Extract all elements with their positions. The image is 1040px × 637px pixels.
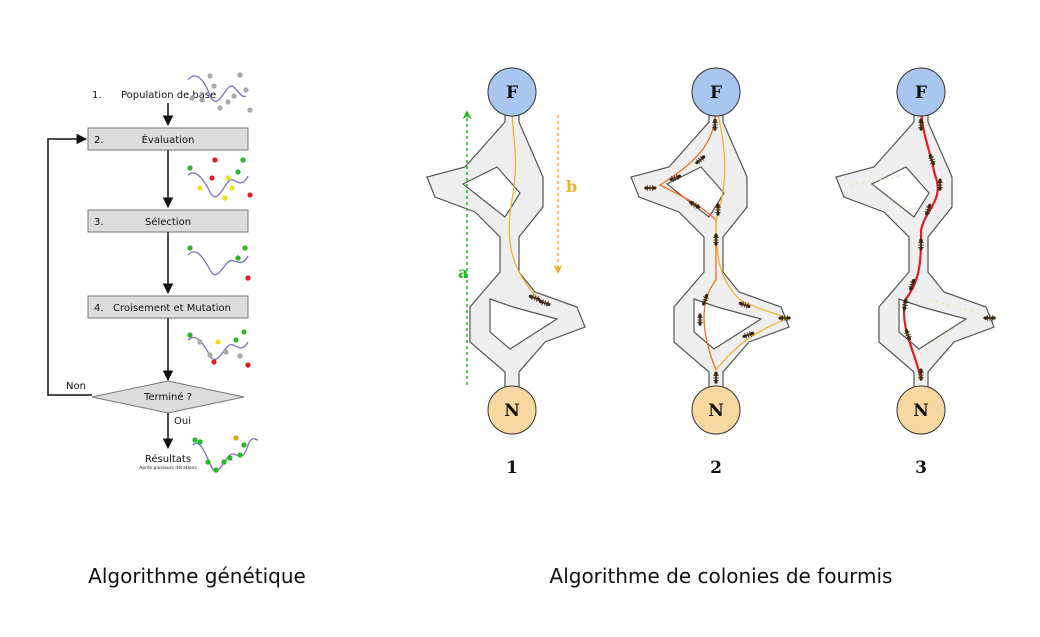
nest-node-2 <box>691 385 741 435</box>
evaluation-plot <box>187 157 253 201</box>
step1-number: 1. <box>92 90 102 101</box>
food-label-2: F <box>710 83 722 103</box>
nest-label-1: N <box>504 401 520 421</box>
food-node-3 <box>896 67 946 117</box>
pheromone-trail-1 <box>508 106 541 301</box>
genetic-algorithm-flowchart: 1. Population de base 2. Évaluation <box>47 72 306 588</box>
result-label: Résultats <box>145 453 191 465</box>
population-plot <box>187 72 253 113</box>
step4-number: 4. <box>94 303 104 314</box>
no-label: Non <box>66 381 86 392</box>
food-label-3: F <box>915 83 927 103</box>
arrow-b-label: b <box>566 177 577 196</box>
nest-label-3: N <box>913 401 929 421</box>
faded-trail-3 <box>849 174 986 346</box>
step3-label: Sélection <box>145 216 191 228</box>
nest-node-1 <box>487 385 537 435</box>
ant-panel-3: F N 3 <box>835 67 997 478</box>
yes-label: Oui <box>174 416 191 427</box>
nest-node-3 <box>896 385 946 435</box>
ant-panel-1: a b F N 1 <box>426 67 586 478</box>
loop-back-arrow <box>47 133 92 396</box>
step2-label: Évaluation <box>142 133 195 146</box>
decision-label: Terminé ? <box>143 391 192 403</box>
panel-number-1: 1 <box>506 458 518 478</box>
food-node-2 <box>691 67 741 117</box>
result-sublabel: Après plusieurs itérations <box>139 464 197 471</box>
food-node-1 <box>487 67 537 117</box>
crossover-plot <box>187 329 251 368</box>
ant-colony-caption: Algorithme de colonies de fourmis <box>550 564 893 588</box>
ant-panel-2: F N 2 <box>630 67 792 478</box>
nest-label-2: N <box>708 401 724 421</box>
result-plot <box>192 435 259 473</box>
panel-number-2: 2 <box>710 458 722 478</box>
panel-number-3: 3 <box>915 458 927 478</box>
step4-label: Croisement et Mutation <box>113 303 231 314</box>
arrow-a-label: a <box>458 263 468 282</box>
genetic-caption: Algorithme génétique <box>88 564 306 588</box>
food-label-1: F <box>506 83 518 103</box>
trail-2-right <box>715 106 790 371</box>
step2-number: 2. <box>94 135 104 146</box>
selection-plot <box>187 245 251 281</box>
step1-label: Population de base <box>121 90 216 101</box>
ant-colony-diagram: a b F N 1 F <box>426 67 997 588</box>
step3-number: 3. <box>94 217 104 228</box>
